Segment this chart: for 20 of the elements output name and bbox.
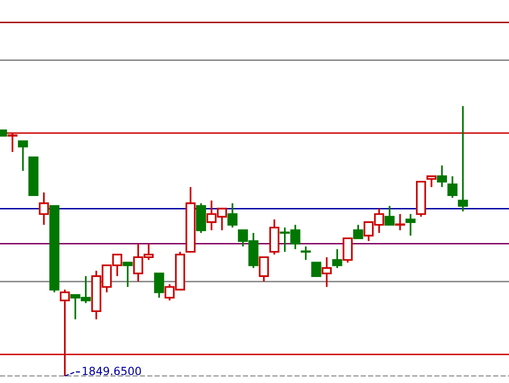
candlestick <box>322 256 332 288</box>
candlestick <box>38 192 49 226</box>
candlestick <box>258 256 269 282</box>
candlestick <box>447 175 458 199</box>
candlestick <box>458 105 468 212</box>
candlestick <box>384 205 395 226</box>
candlestick <box>395 213 406 232</box>
candlestick <box>426 175 437 188</box>
candlestick <box>406 213 416 236</box>
candlestick <box>332 248 342 269</box>
candlestick <box>353 224 364 240</box>
candlestick <box>122 262 133 288</box>
candlestick <box>18 140 28 172</box>
candlestick <box>342 237 353 264</box>
candlestick <box>436 164 447 188</box>
candlestick <box>227 202 238 228</box>
candlestick <box>154 272 164 299</box>
candlestick <box>300 246 311 261</box>
candlestick <box>311 262 322 277</box>
annotation: 1849.6500 <box>82 366 141 376</box>
